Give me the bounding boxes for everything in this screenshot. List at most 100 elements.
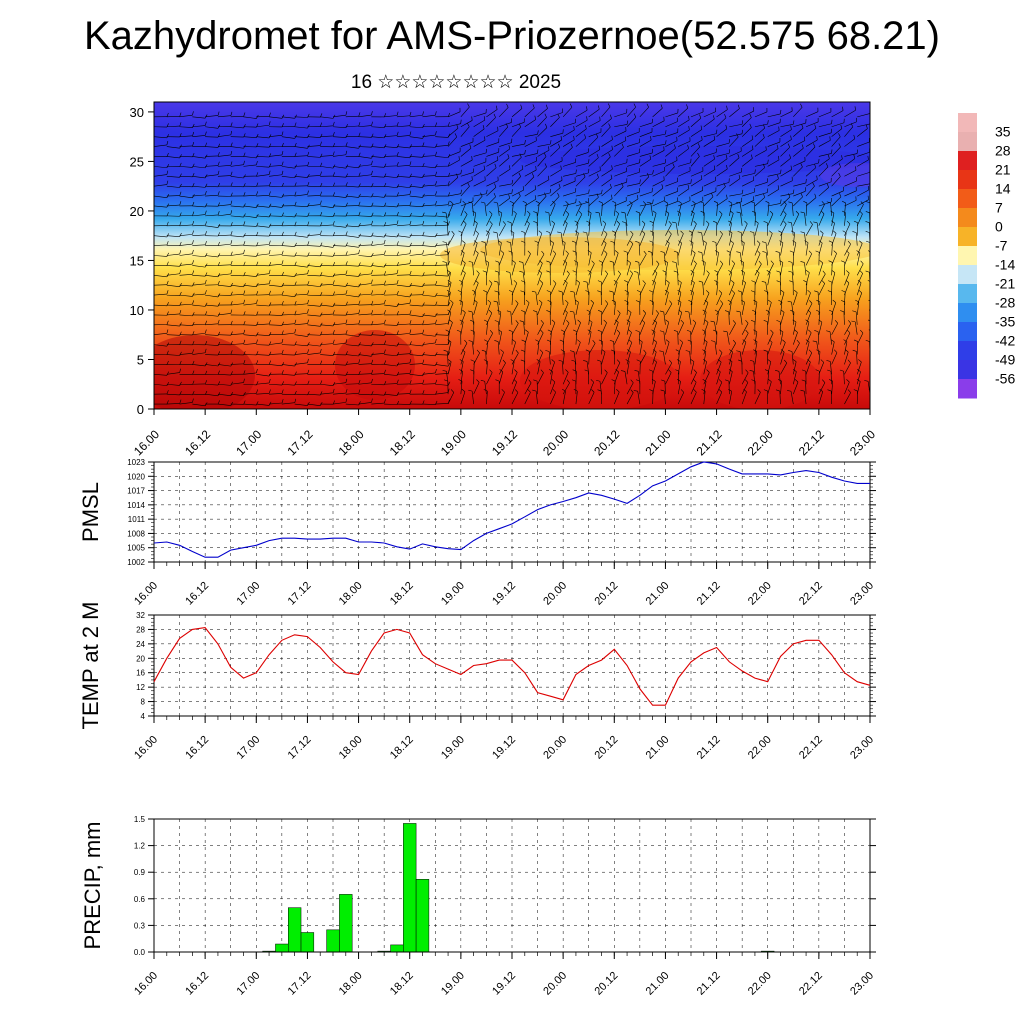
wind-barb [537, 272, 542, 286]
wind-barb-flag [675, 349, 680, 352]
wind-barb [484, 202, 487, 216]
wind-barb [639, 122, 653, 128]
wind-barb [345, 313, 359, 316]
wind-barb-flag [166, 180, 169, 185]
wind-barb-flag [630, 389, 634, 393]
wind-barb [192, 156, 206, 159]
wind-barb-flag [320, 222, 323, 227]
wind-barb [230, 224, 244, 227]
wind-barb-flag [192, 349, 194, 354]
wind-barb-flag [565, 299, 569, 304]
wind-barb-flag [493, 231, 498, 234]
wind-barb [561, 292, 564, 306]
precip-bar [275, 943, 289, 953]
wind-barb [601, 223, 607, 236]
wind-barb-flag [358, 401, 361, 406]
wind-barb-flag [166, 134, 169, 138]
wind-barb-flag [852, 231, 857, 233]
wind-barb [447, 302, 454, 316]
wind-barb-flag [832, 299, 837, 303]
wind-barb-flag [652, 170, 654, 175]
wind-barb-flag [656, 260, 660, 265]
wind-barb [486, 224, 493, 236]
wind-barb-flag [447, 362, 451, 367]
wind-barb [447, 128, 459, 137]
wind-barb [613, 232, 617, 246]
wind-barb [869, 363, 870, 365]
wind-barb [818, 382, 826, 395]
wind-barb [179, 294, 193, 297]
wind-barb-flag [192, 360, 195, 365]
wind-barb-flag [409, 259, 412, 264]
wind-barb [614, 200, 627, 207]
wind-barb [205, 314, 219, 317]
wind-barb-flag [422, 231, 425, 236]
wind-barb-flag [544, 211, 550, 214]
wind-barb-flag [732, 320, 736, 324]
wind-barb [804, 391, 807, 405]
wind-barb-flag [571, 240, 576, 243]
wind-barb [831, 272, 836, 286]
wind-barb-flag [780, 309, 785, 313]
wind-barb [818, 204, 825, 217]
wind-barb [844, 109, 856, 118]
wind-barb [523, 321, 526, 335]
wind-barb [166, 235, 180, 237]
wind-barb [536, 222, 538, 236]
wind-barb-flag [294, 174, 297, 178]
wind-barb [741, 262, 744, 276]
wind-barb-flag [706, 290, 710, 294]
wind-barb [729, 243, 734, 256]
wind-barb [729, 213, 734, 226]
wind-barb-flag [636, 194, 639, 200]
wind-barb [243, 164, 257, 167]
wind-barb [690, 118, 702, 127]
wind-barb-flag [332, 388, 335, 393]
wind-barb [791, 262, 794, 276]
wind-barb-flag [371, 279, 373, 284]
wind-barb-flag [767, 120, 769, 125]
wind-barb-flag [166, 381, 170, 386]
wind-barb [869, 146, 870, 147]
wind-barb-flag [422, 290, 425, 295]
wind-barb-flag [531, 173, 535, 178]
wind-barb-flag [230, 301, 233, 306]
wind-barb [624, 371, 628, 385]
wind-barb [537, 150, 550, 157]
pmsl-series-line [153, 461, 870, 558]
wind-barb-flag [777, 185, 780, 190]
wind-barb-flag [578, 211, 583, 215]
wind-barb [243, 403, 257, 406]
wind-barb-flag [345, 290, 348, 295]
wind-barb [550, 331, 552, 345]
wind-barb [818, 213, 825, 226]
wind-barb [230, 185, 244, 188]
heatmap-x-tick-label: 20.12 [591, 427, 622, 458]
wind-barb-flag [693, 369, 697, 373]
wind-barb-flag [243, 299, 245, 304]
wind-barb [281, 195, 295, 197]
wind-barb [511, 262, 516, 276]
wind-barb [281, 136, 295, 139]
wind-barb [384, 224, 398, 227]
wind-barb [179, 393, 193, 396]
wind-barb [396, 245, 410, 247]
wind-barb [844, 138, 856, 147]
wind-barb-flag [345, 123, 348, 128]
wind-barb [869, 373, 870, 375]
wind-barb-flag [719, 260, 724, 265]
wind-barb-flag [865, 201, 870, 204]
wind-barb [332, 166, 346, 169]
wind-barb-flag [166, 164, 170, 168]
wind-barb [741, 382, 749, 395]
wind-barb-flag [230, 161, 233, 166]
wind-barb-flag [718, 389, 722, 393]
wind-barb-flag [268, 181, 271, 186]
wind-barb-flag [396, 131, 399, 136]
wind-barb [320, 383, 334, 386]
wind-barb [831, 323, 839, 335]
wind-barb [409, 126, 423, 129]
pmsl-x-tick-label: 21.00 [644, 580, 672, 608]
wind-barb-flag [787, 143, 790, 148]
wind-barb-flag [268, 269, 271, 274]
